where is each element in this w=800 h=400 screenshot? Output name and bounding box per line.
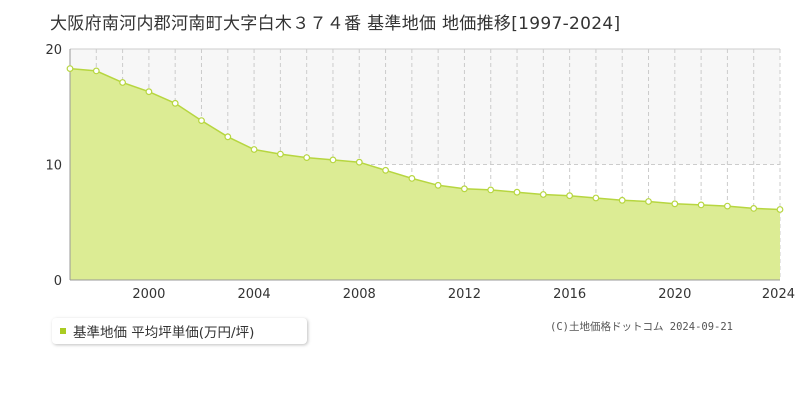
data-point (776, 206, 784, 213)
chart-title: 大阪府南河内郡河南町大字白木３７４番 基準地価 地価推移[1997-2024] (50, 14, 621, 34)
data-point (592, 194, 600, 202)
data-point (92, 67, 100, 75)
data-point (198, 117, 205, 124)
legend-label: 基準地価 平均坪単価(万円/坪) (73, 325, 255, 341)
y-tick-label: 0 (54, 274, 62, 289)
data-point (566, 192, 573, 200)
x-tick-label: 2016 (553, 287, 586, 300)
series-area (70, 68, 780, 280)
x-tick-label: 2008 (343, 287, 376, 300)
data-point (671, 200, 679, 208)
data-point (513, 188, 521, 196)
data-point (618, 196, 626, 204)
data-point (303, 154, 311, 162)
data-point (355, 158, 363, 166)
data-point (145, 88, 153, 96)
data-point (277, 150, 284, 158)
data-point (697, 201, 705, 209)
data-point (66, 65, 74, 72)
y-tick-label: 20 (45, 43, 62, 58)
chart-legend: 基準地価 平均坪単価(万円/坪) (52, 318, 307, 344)
data-point (724, 202, 731, 210)
data-point (750, 204, 758, 212)
data-point (645, 198, 652, 205)
x-tick-label: 2000 (132, 287, 165, 300)
data-point (224, 133, 232, 141)
data-point (250, 146, 258, 153)
y-tick-label: 10 (45, 159, 62, 174)
data-point (487, 186, 495, 194)
legend-swatch (60, 328, 66, 334)
series-line (69, 67, 781, 211)
data-point (461, 185, 468, 193)
x-tick-label: 2024 (762, 287, 795, 300)
area-chart: 0 10 20 2000 2004 2008 2012 2016 2020 2024 (45, 43, 795, 300)
data-point (539, 191, 547, 198)
data-point (434, 181, 442, 189)
data-point (119, 79, 126, 86)
copyright-notice: (C)土地価格ドットコム 2024-09-21 (550, 321, 734, 333)
data-point (408, 174, 416, 182)
x-tick-label: 2020 (658, 287, 691, 300)
data-point (329, 156, 337, 164)
data-point (171, 99, 179, 107)
data-point (382, 166, 390, 174)
x-tick-label: 2004 (238, 287, 271, 300)
x-tick-label: 2012 (448, 287, 481, 300)
